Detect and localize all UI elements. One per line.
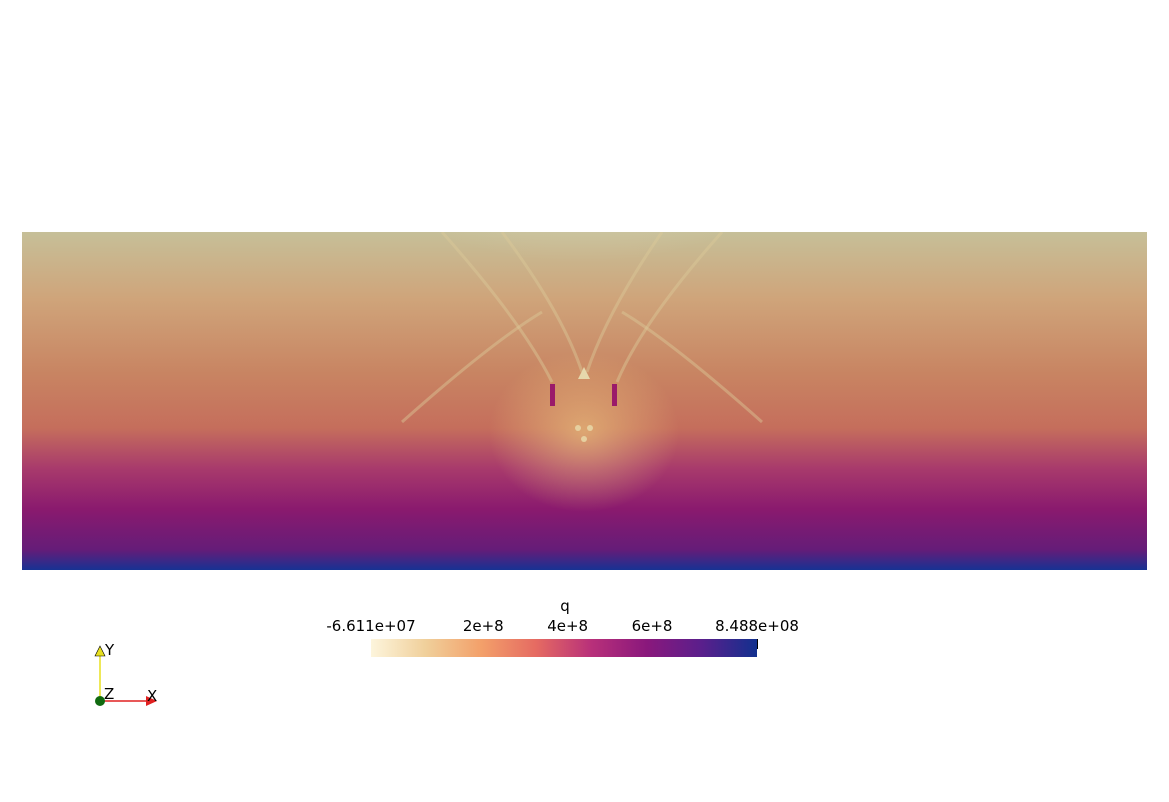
orientation-axes: Y Z X [85,640,175,715]
y-axis-arrow [94,645,106,657]
scalar-bar-tick-label: 6e+8 [631,617,673,635]
warm-glow [489,352,679,512]
tri-marker-bottom [575,425,593,442]
scalar-field-plot [22,232,1147,570]
x-axis-arrow [146,696,157,706]
y-axis-label: Y [105,641,115,659]
scalar-bar-tick-label: 2e+8 [462,617,504,635]
defect-right [612,384,617,406]
scalar-bar-tick-mark [757,639,758,649]
x-axis-label: X [147,687,158,705]
z-axis-label: Z [104,685,115,703]
scalar-bar-tick-label: 8.488e+08 [715,617,799,635]
scalar-bar-tick-label: 4e+8 [547,617,589,635]
scalar-bar-tick-label: -6.611e+07 [326,617,416,635]
scalar-bar-title: q [560,597,570,615]
defect-left [550,384,555,406]
scalar-bar-legend: q -6.611e+07 2e+8 4e+8 6e+8 8.488e+08 [300,595,840,675]
tri-marker-top [578,367,590,379]
scalar-bar-gradient [371,639,757,657]
wave-fronts [401,232,763,424]
light-lobe [352,232,812,382]
z-axis-dot [95,696,105,706]
